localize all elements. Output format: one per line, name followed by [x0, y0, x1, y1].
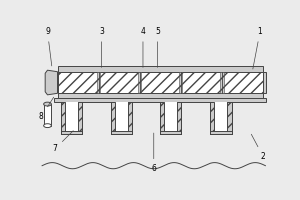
Bar [210, 131, 232, 134]
Bar [58, 93, 263, 98]
Bar [54, 98, 266, 102]
Text: 5: 5 [155, 27, 160, 67]
Bar [111, 131, 132, 134]
Text: 2: 2 [251, 134, 266, 161]
Ellipse shape [44, 102, 51, 106]
Bar [210, 102, 214, 134]
Bar [220, 72, 224, 93]
Bar [160, 102, 164, 134]
Bar [44, 104, 51, 126]
Bar [61, 102, 65, 134]
Bar [160, 131, 182, 134]
Polygon shape [45, 70, 58, 95]
Bar [115, 102, 128, 131]
Bar [214, 102, 227, 131]
Bar [61, 131, 82, 134]
Text: 4: 4 [140, 27, 146, 67]
Text: 1: 1 [253, 27, 262, 69]
Bar [65, 102, 78, 131]
Bar [263, 72, 266, 93]
Bar [58, 72, 263, 93]
Bar [128, 102, 132, 134]
Bar [177, 102, 182, 134]
Bar [227, 102, 232, 134]
Bar [78, 102, 82, 134]
Bar [179, 72, 182, 93]
Text: 3: 3 [99, 27, 104, 67]
Bar [97, 72, 100, 93]
Bar [164, 102, 177, 131]
Text: 7: 7 [53, 131, 73, 153]
Text: 8: 8 [39, 97, 54, 121]
Bar [111, 102, 115, 134]
Text: 6: 6 [151, 133, 156, 173]
Ellipse shape [44, 124, 51, 128]
Bar [138, 72, 141, 93]
Bar [58, 66, 263, 72]
Text: 9: 9 [45, 27, 52, 66]
